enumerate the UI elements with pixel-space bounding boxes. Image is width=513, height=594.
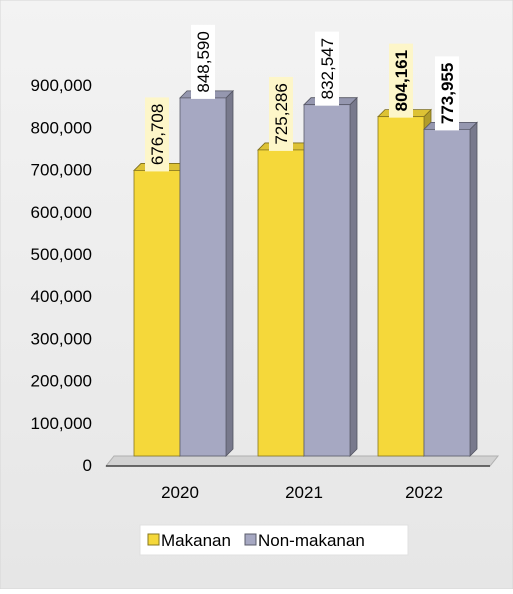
bar [179,89,234,457]
legend-item: Non-makanan [244,531,365,550]
y-tick-label: 500,000 [31,245,92,264]
data-label-text: 773,955 [438,63,457,124]
bar [303,96,358,457]
legend-swatch [147,533,160,546]
bar-front [377,116,425,457]
chart-floor [104,455,500,467]
bar [257,141,312,457]
data-label-background [315,31,339,106]
y-tick-label: 600,000 [31,203,92,222]
data-label-text: 804,161 [392,50,411,111]
y-tick-label: 300,000 [31,329,92,348]
data-label-background [435,56,459,131]
legend-label: Makanan [161,531,231,550]
data-label: 725,286 [269,76,293,151]
bar-side [225,89,234,457]
y-tick-label: 0 [83,456,92,475]
x-tick-label: 2022 [405,483,443,502]
data-label-background [389,43,413,118]
data-label-text: 676,708 [148,104,167,165]
y-tick-label: 100,000 [31,414,92,433]
data-label-text: 848,590 [194,31,213,92]
y-tick-label: 800,000 [31,118,92,137]
legend-label: Non-makanan [258,531,365,550]
bar-front [303,104,351,457]
bar-front [133,170,181,457]
data-label: 848,590 [191,24,215,99]
y-tick-label: 400,000 [31,287,92,306]
data-label-background [145,97,169,172]
bar-front [257,149,305,457]
bar-front [179,97,227,457]
legend-box [139,524,409,556]
x-tick-label: 2020 [161,483,199,502]
bar-side [349,96,358,457]
y-tick-label: 200,000 [31,372,92,391]
bar-side [469,121,478,457]
legend-swatch [244,533,257,546]
x-tick-label: 2021 [285,483,323,502]
y-tick-label: 900,000 [31,76,92,95]
data-label-text: 725,286 [272,83,291,144]
bar [423,121,478,457]
bar [377,108,432,457]
data-label: 804,161 [389,43,413,118]
data-label-text: 832,547 [318,38,337,99]
y-tick-label: 700,000 [31,161,92,180]
bar-front [423,128,471,457]
data-label: 773,955 [435,56,459,131]
data-label: 676,708 [145,97,169,172]
data-label-background [269,76,293,151]
data-label: 832,547 [315,31,339,106]
data-label-background [191,24,215,99]
legend-item: Makanan [147,531,231,550]
bar [133,162,188,457]
